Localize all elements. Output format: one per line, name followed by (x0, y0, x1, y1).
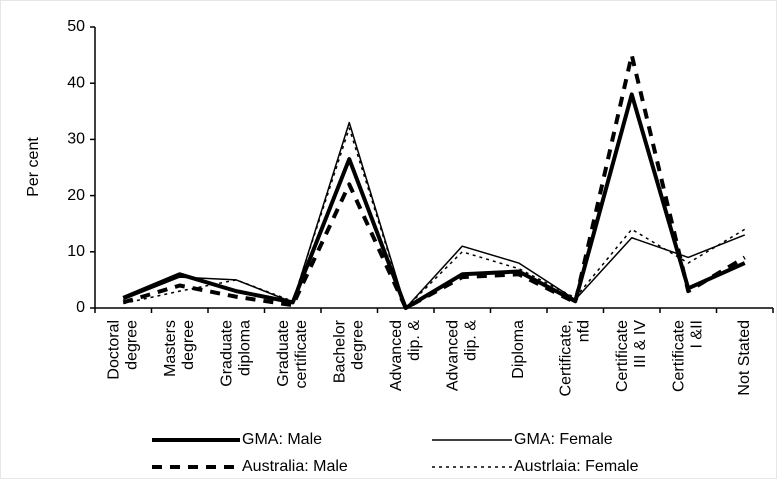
x-tick-label: dip. & (462, 320, 479, 361)
x-tick-label: Certificate (614, 320, 631, 392)
x-tick-label: certificate (293, 320, 310, 389)
y-tick-label: 30 (67, 131, 85, 148)
x-tick-label: Certificate, (557, 320, 574, 396)
y-axis-label: Per cent (25, 137, 42, 197)
series-line (123, 127, 746, 309)
y-tick-label: 50 (67, 18, 85, 35)
x-tick-label: III & IV (632, 320, 649, 368)
legend-label: Australia: Male (242, 458, 348, 475)
x-tick-label: Diploma (510, 320, 527, 379)
x-tick-label: diploma (236, 320, 253, 376)
x-tick-label: degree (349, 320, 366, 370)
x-tick-label: Bachelor (331, 319, 348, 383)
y-tick-label: 20 (67, 187, 85, 204)
y-tick-label: 10 (67, 243, 85, 260)
legend-label: GMA: Male (242, 431, 322, 448)
legend-label: Austrlaia: Female (514, 458, 639, 475)
x-tick-label: Advanced (444, 320, 461, 391)
x-tick-label: Graduate (275, 320, 292, 387)
x-tick-label: Not Stated (736, 320, 753, 396)
y-tick-label: 40 (67, 74, 85, 91)
x-tick-label: dip. & (406, 320, 423, 361)
x-tick-label: Doctoral (105, 320, 122, 380)
legend-label: GMA: Female (514, 431, 613, 448)
x-tick-label: Masters (162, 320, 179, 377)
x-tick-label: nfd (575, 320, 592, 342)
series-line (122, 53, 746, 310)
x-tick-label: degree (123, 320, 140, 370)
x-tick-label: Certificate (670, 320, 687, 392)
series-line (122, 121, 746, 309)
y-tick-label: 0 (76, 299, 85, 316)
x-tick-label: I &II (688, 320, 705, 348)
x-tick-label: Graduate (218, 320, 235, 387)
x-tick-label: degree (180, 320, 197, 370)
x-tick-label: Advanced (388, 320, 405, 391)
